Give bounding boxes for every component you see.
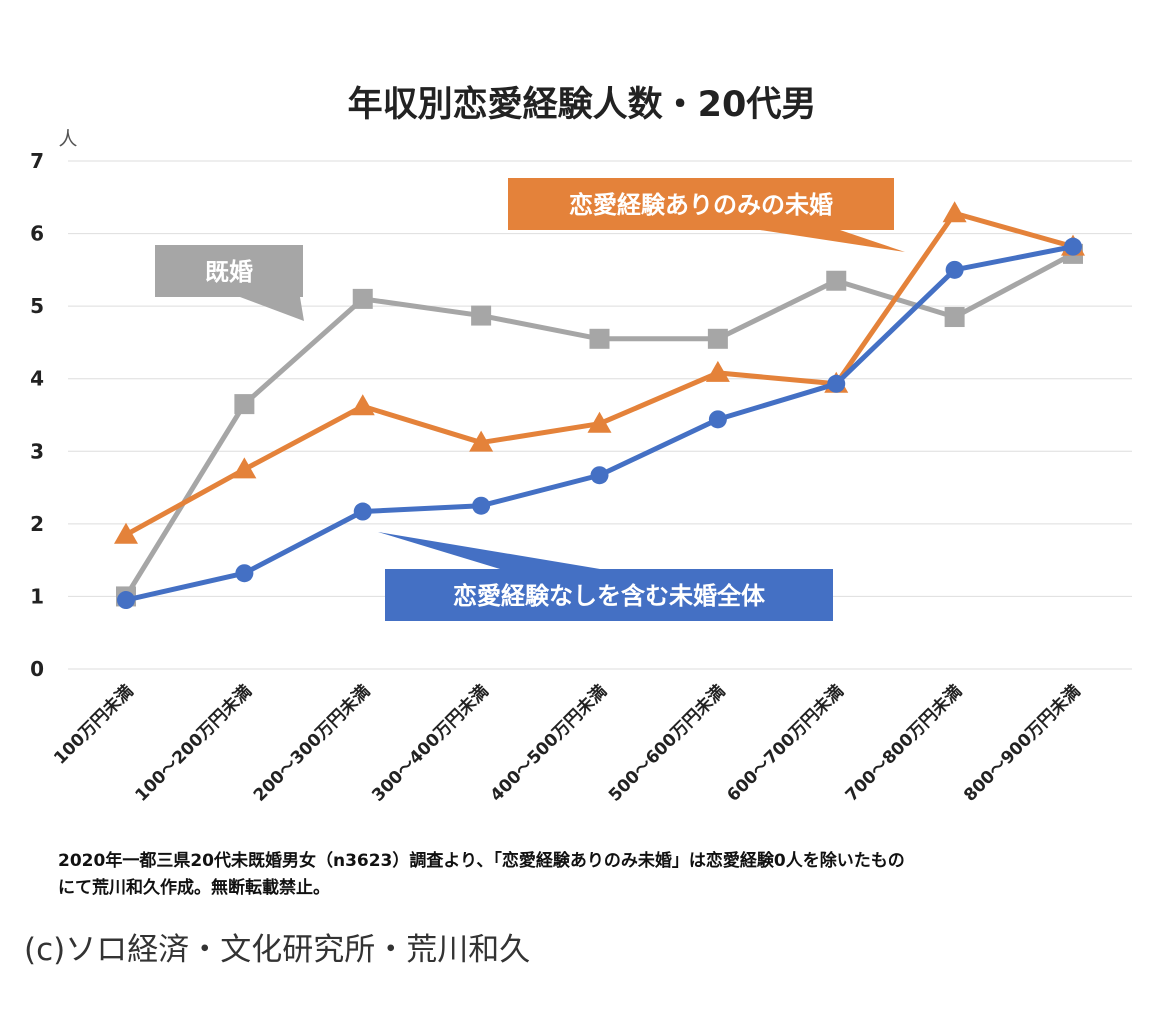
credit-text: (c)ソロ経済・文化研究所・荒川和久	[24, 932, 531, 968]
data-point	[235, 564, 254, 583]
callout-box	[155, 245, 303, 297]
y-axis-ticks: 0 1 2 3 4 5 6 7	[30, 149, 44, 681]
y-tick-label: 4	[30, 367, 44, 391]
data-point	[469, 430, 494, 452]
y-tick-label: 1	[30, 584, 44, 608]
footnote-line-2: にて荒川和久作成。無断転載禁止。	[58, 878, 330, 898]
x-tick-label: 500～600万円未満	[604, 681, 729, 806]
x-tick-label: 700～800万円未満	[841, 681, 966, 806]
data-point	[353, 502, 372, 521]
data-point	[590, 466, 609, 485]
data-point	[352, 288, 373, 309]
y-tick-label: 2	[30, 512, 44, 536]
data-point	[587, 411, 612, 433]
x-tick-label: 100～200万円未満	[131, 681, 256, 806]
y-tick-label: 3	[30, 439, 44, 463]
data-point	[827, 374, 846, 393]
x-tick-label: 300～400万円未満	[368, 681, 493, 806]
footnote: 2020年一都三県20代未既婚男女（n3623）調査より、「恋愛経験ありのみ未婚…	[58, 848, 1148, 902]
callout-box	[508, 178, 894, 230]
series-callout-2: 恋愛経験なしを含む未婚全体	[378, 532, 833, 621]
callout-pointer	[760, 230, 905, 252]
data-point	[945, 260, 964, 279]
series-callout-1: 恋愛経験ありのみの未婚	[508, 178, 905, 252]
footnote-line-1: 2020年一都三県20代未既婚男女（n3623）調査より、「恋愛経験ありのみ未婚…	[58, 851, 905, 871]
data-point	[234, 394, 255, 415]
y-tick-label: 0	[30, 657, 44, 681]
grid	[68, 160, 1132, 670]
data-point	[708, 410, 727, 429]
data-point	[705, 360, 730, 382]
callout-label: 既婚	[205, 258, 253, 286]
data-point	[1064, 237, 1082, 256]
data-point	[472, 496, 491, 515]
series-callout-0: 既婚	[155, 245, 304, 321]
callout-pointer	[378, 532, 600, 569]
x-tick-label: 400～500万円未満	[486, 681, 611, 806]
series-lines	[114, 201, 1085, 610]
data-point	[826, 270, 847, 291]
x-tick-label: 800～900万円未満	[959, 681, 1084, 806]
y-tick-label: 5	[30, 294, 44, 318]
data-point	[114, 522, 138, 544]
callout-box	[385, 569, 833, 621]
x-tick-label: 600～700万円未満	[723, 681, 848, 806]
series-2	[117, 237, 1082, 610]
data-point	[117, 591, 135, 610]
data-point	[944, 307, 965, 328]
data-point	[471, 305, 492, 326]
data-point	[232, 457, 257, 479]
callout-label: 恋愛経験ありのみの未婚	[569, 191, 833, 219]
data-point	[589, 328, 610, 349]
x-axis-ticks: 100万円未満100～200万円未満200～300万円未満300～400万円未満…	[50, 681, 1085, 806]
chart-title: 年収別恋愛経験人数・20代男	[348, 84, 817, 125]
y-tick-label: 7	[30, 149, 44, 173]
data-point	[942, 201, 967, 223]
x-tick-label: 100万円未満	[50, 681, 138, 769]
data-point	[350, 394, 375, 416]
line-chart: 年収別恋愛経験人数・20代男 人 0 1 2 3 4 5 6 7 100万円未満100～200…	[30, 84, 1132, 806]
callout-label: 恋愛経験なしを含む未婚全体	[453, 582, 766, 610]
data-point	[707, 328, 728, 349]
x-tick-label: 200～300万円未満	[249, 681, 374, 806]
callout-pointer	[240, 297, 304, 321]
y-tick-label: 6	[30, 222, 44, 246]
y-axis-unit-label: 人	[58, 128, 77, 150]
